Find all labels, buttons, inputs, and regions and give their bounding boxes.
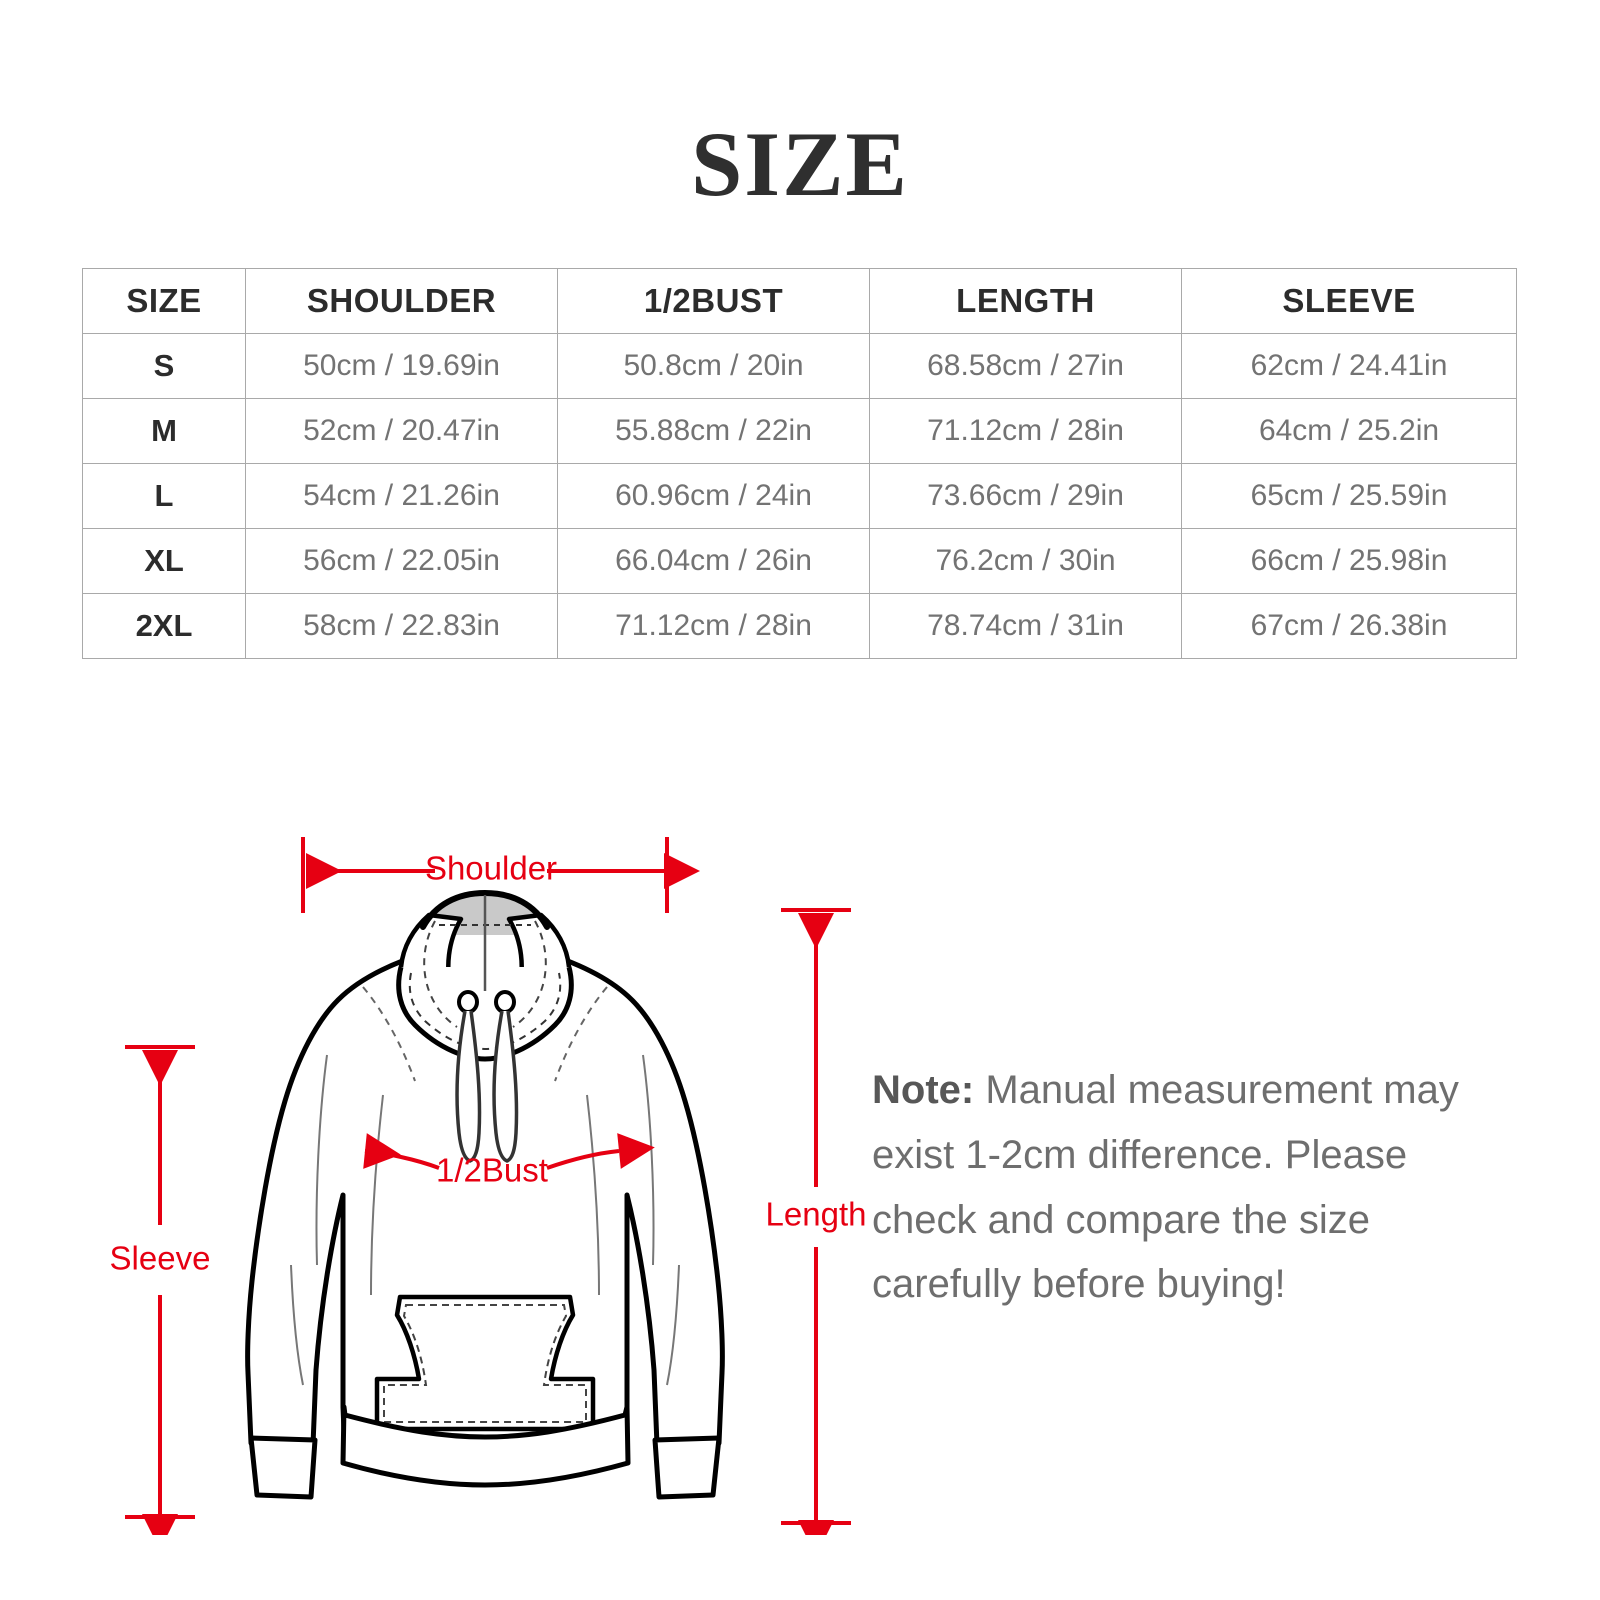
body-drape-right <box>586 1094 600 1296</box>
eyelet-right-icon <box>494 990 516 1014</box>
page-title: SIZE <box>691 113 909 215</box>
sleeve-fold-left2 <box>290 1264 304 1386</box>
sleeve-fold-left <box>315 1054 328 1266</box>
length-label: Length <box>766 1196 867 1233</box>
sleeve-label: Sleeve <box>110 1240 211 1277</box>
hem-ribbing <box>340 1404 631 1488</box>
cell-sleeve: 67cm / 26.38in <box>1181 593 1517 659</box>
cell-bust: 71.12cm / 28in <box>557 593 870 659</box>
cell-shoulder: 56cm / 22.05in <box>245 528 558 594</box>
size-table: SIZE SHOULDER 1/2BUST LENGTH SLEEVE S 50… <box>82 268 1517 659</box>
cell-shoulder: 58cm / 22.83in <box>245 593 558 659</box>
cell-size: M <box>82 398 246 464</box>
hood-rim <box>420 889 550 930</box>
bust-arrow-left <box>363 1133 440 1170</box>
drawstring-left <box>455 1010 482 1163</box>
cuff-right <box>652 1435 722 1500</box>
cell-bust: 50.8cm / 20in <box>557 333 870 399</box>
column-header-sleeve: SLEEVE <box>1181 268 1517 334</box>
shoulder-seam-right <box>554 986 608 1082</box>
table-header-row: SIZE SHOULDER 1/2BUST LENGTH SLEEVE <box>82 268 1517 334</box>
cell-shoulder: 54cm / 21.26in <box>245 463 558 529</box>
table-row: XL 56cm / 22.05in 66.04cm / 26in 76.2cm … <box>82 528 1517 594</box>
cell-bust: 60.96cm / 24in <box>557 463 870 529</box>
table-row: M 52cm / 20.47in 55.88cm / 22in 71.12cm … <box>82 398 1517 464</box>
cell-size: S <box>82 333 246 399</box>
sleeve-fold-right2 <box>666 1264 680 1386</box>
cell-bust: 66.04cm / 26in <box>557 528 870 594</box>
cell-length: 71.12cm / 28in <box>869 398 1182 464</box>
cell-length: 68.58cm / 27in <box>869 333 1182 399</box>
measurement-note: Note: Manual measurement may exist 1-2cm… <box>872 1058 1492 1317</box>
cell-length: 73.66cm / 29in <box>869 463 1182 529</box>
cell-sleeve: 66cm / 25.98in <box>1181 528 1517 594</box>
body-drape-left <box>370 1094 384 1296</box>
column-header-shoulder: SHOULDER <box>245 268 558 334</box>
collar-stitch <box>408 972 562 1051</box>
measurement-diagram: Shoulder 1/2Bust Sleeve Length <box>95 795 875 1535</box>
length-measurement: Length <box>766 908 867 1535</box>
sleeve-measurement: Sleeve <box>110 1045 211 1535</box>
hood-seam-right <box>512 920 547 1028</box>
column-header-bust: 1/2BUST <box>557 268 870 334</box>
table-row: L 54cm / 21.26in 60.96cm / 24in 73.66cm … <box>82 463 1517 529</box>
cell-size: 2XL <box>82 593 246 659</box>
bust-label: 1/2Bust <box>436 1152 548 1189</box>
table-row: S 50cm / 19.69in 50.8cm / 20in 68.58cm /… <box>82 333 1517 399</box>
cell-size: L <box>82 463 246 529</box>
hoodie-illustration <box>245 889 725 1500</box>
cell-size: XL <box>82 528 246 594</box>
cell-sleeve: 64cm / 25.2in <box>1181 398 1517 464</box>
table-row: 2XL 58cm / 22.83in 71.12cm / 28in 78.74c… <box>82 593 1517 659</box>
shoulder-seam-left <box>362 986 416 1082</box>
shoulder-label: Shoulder <box>425 850 557 887</box>
pocket-stitch <box>383 1304 587 1423</box>
bust-arrow-right <box>546 1133 655 1170</box>
cell-bust: 55.88cm / 22in <box>557 398 870 464</box>
cell-shoulder: 50cm / 19.69in <box>245 333 558 399</box>
cell-sleeve: 62cm / 24.41in <box>1181 333 1517 399</box>
cell-shoulder: 52cm / 20.47in <box>245 398 558 464</box>
note-text: Manual measurement may exist 1-2cm diffe… <box>872 1068 1459 1307</box>
drawstring-right <box>492 1010 519 1163</box>
hood-seam-left <box>423 920 458 1028</box>
bust-measurement: 1/2Bust <box>363 1133 655 1189</box>
size-table-container: SIZE SHOULDER 1/2BUST LENGTH SLEEVE S 50… <box>82 268 1517 659</box>
note-label: Note: <box>872 1068 975 1112</box>
cuff-left <box>248 1435 318 1500</box>
collar-band <box>396 966 574 1062</box>
cell-length: 78.74cm / 31in <box>869 593 1182 659</box>
cell-sleeve: 65cm / 25.59in <box>1181 463 1517 529</box>
shoulder-measurement: Shoulder <box>301 837 700 913</box>
column-header-length: LENGTH <box>869 268 1182 334</box>
eyelet-left-icon <box>457 990 479 1014</box>
cell-length: 76.2cm / 30in <box>869 528 1182 594</box>
column-header-size: SIZE <box>82 268 246 334</box>
